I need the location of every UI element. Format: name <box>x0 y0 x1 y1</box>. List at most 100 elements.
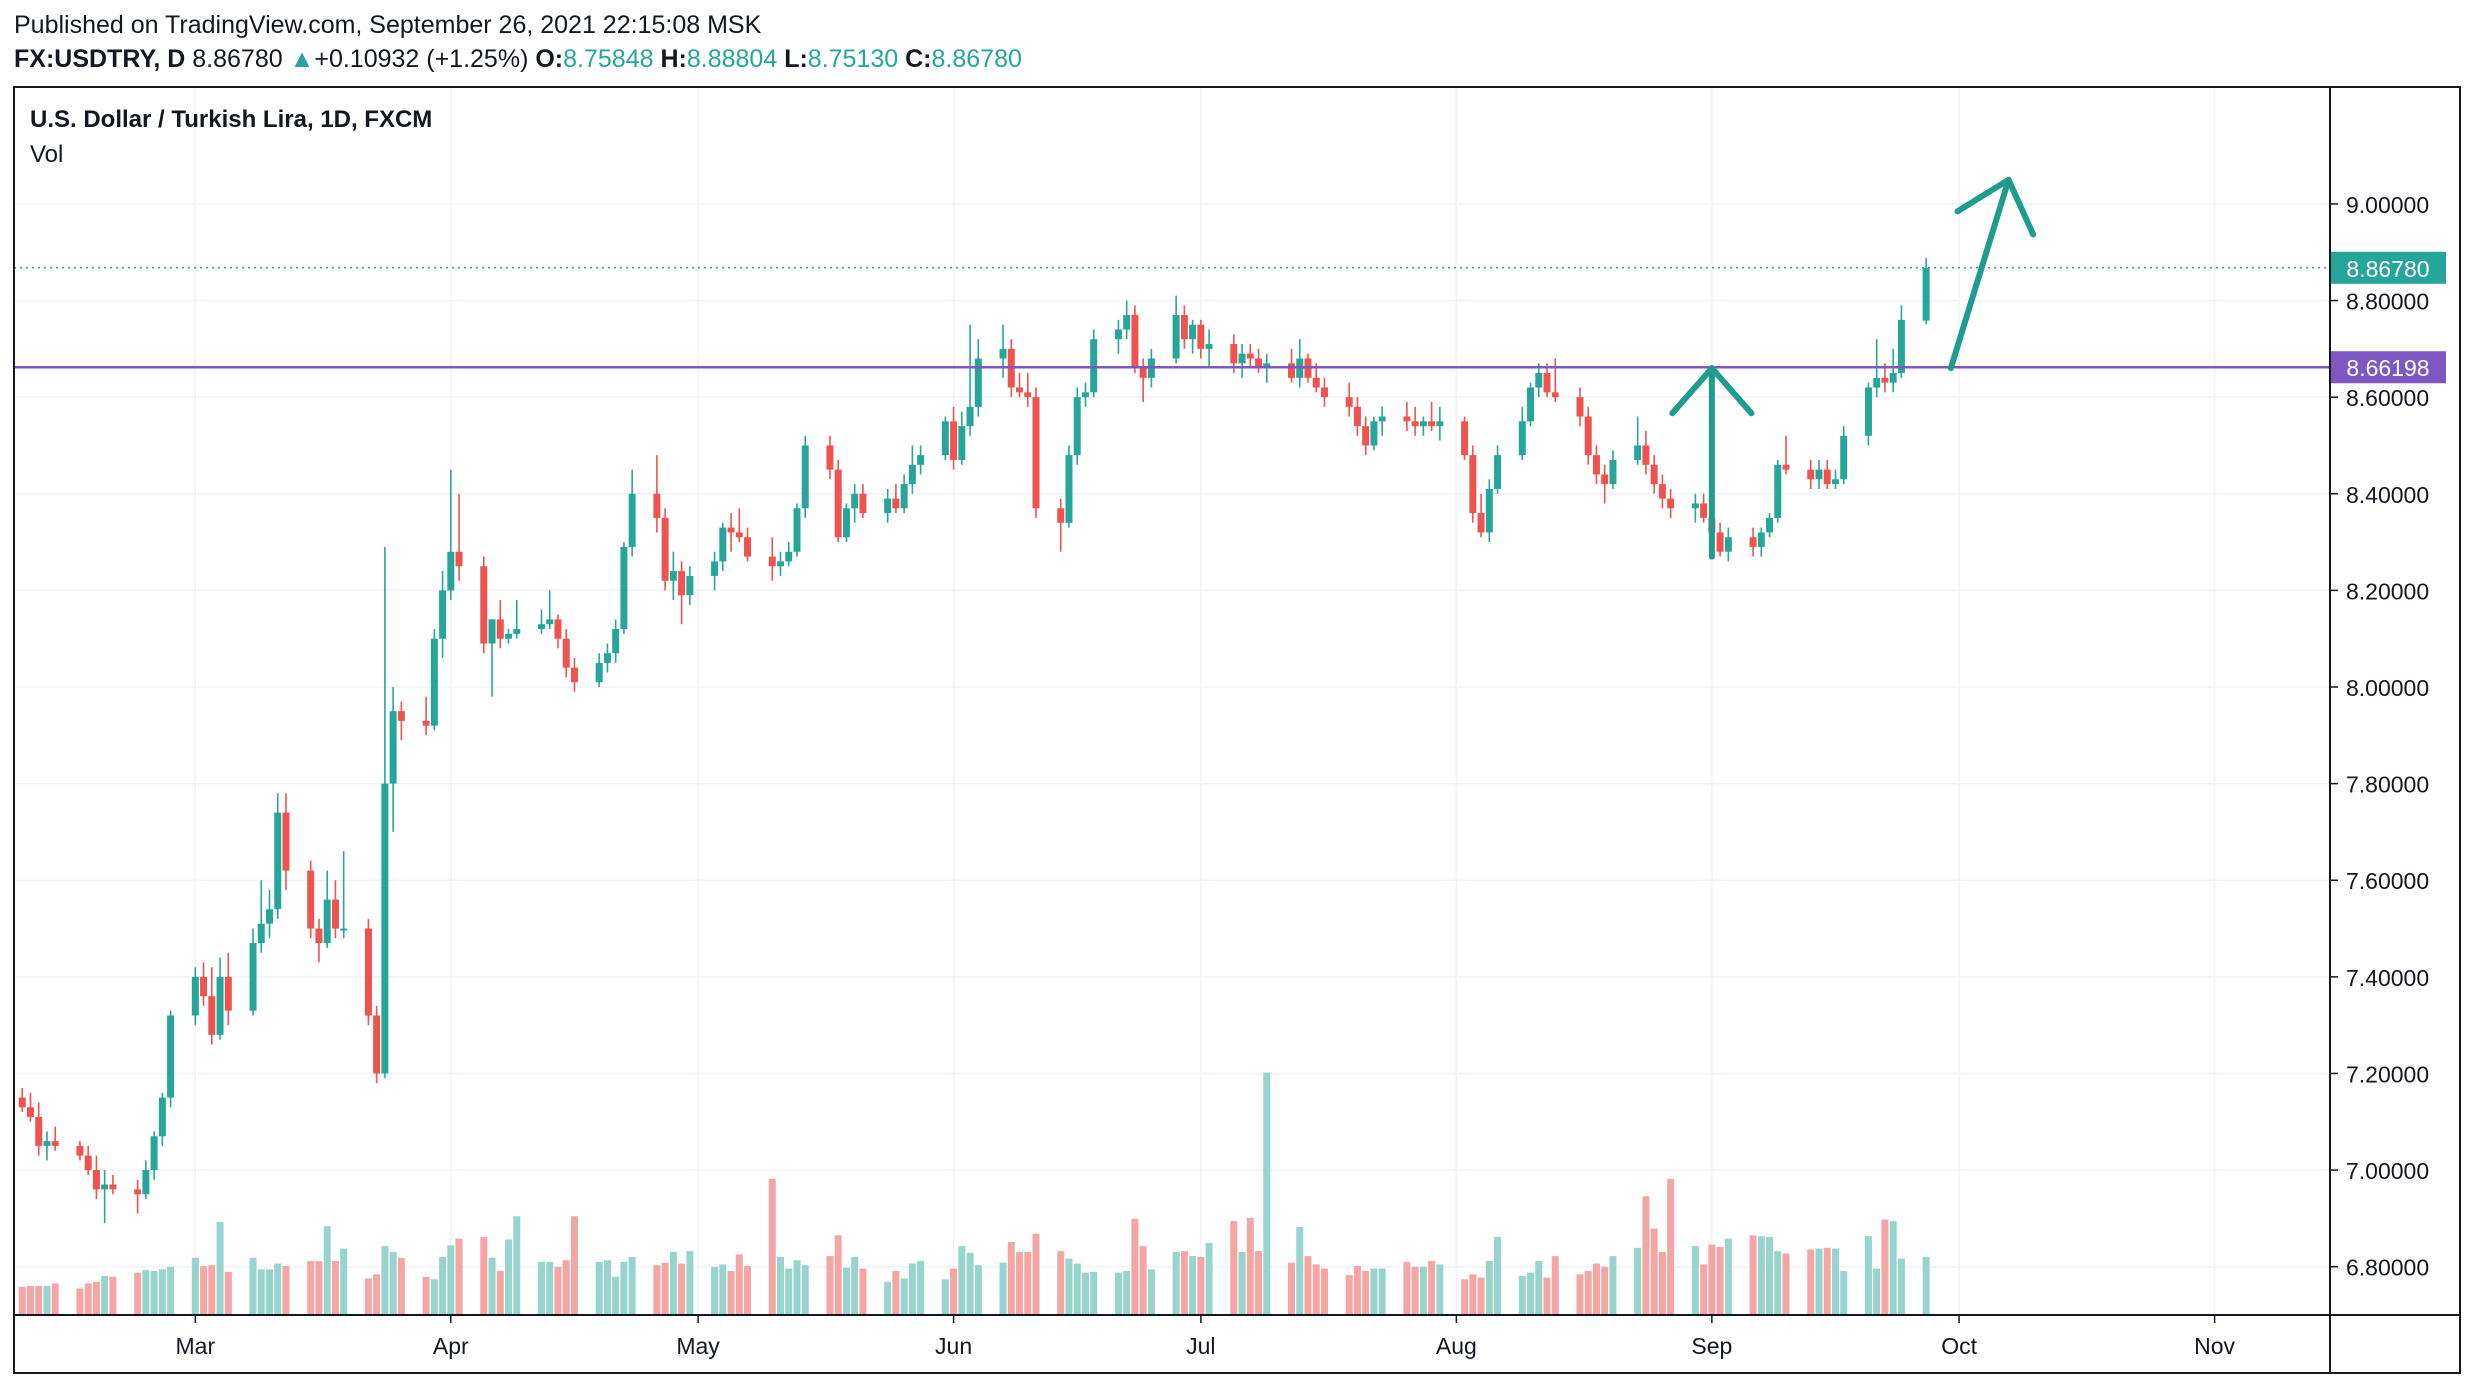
candle-body <box>859 493 867 514</box>
volume-bar <box>1312 1264 1320 1315</box>
volume-bar <box>1749 1235 1757 1315</box>
candle-body <box>1592 455 1600 475</box>
candle-body <box>884 498 892 514</box>
y-tick-label: 8.60000 <box>2346 385 2429 411</box>
volume-bar <box>331 1261 339 1315</box>
volume-bar <box>1766 1236 1774 1315</box>
candle-body <box>1749 537 1757 547</box>
candle-body <box>1518 421 1526 456</box>
volume-bar <box>711 1266 719 1315</box>
volume-bar <box>1494 1236 1502 1315</box>
candle-body <box>620 546 628 630</box>
volume-bar <box>1131 1218 1139 1315</box>
candle-body <box>537 624 545 630</box>
volume-bar <box>1073 1263 1081 1315</box>
candle-body <box>1494 455 1502 489</box>
candle-body <box>76 1145 84 1156</box>
volume-bar <box>686 1251 694 1315</box>
candle-body <box>505 633 513 639</box>
candle-body <box>1114 329 1122 340</box>
y-tick-label: 7.80000 <box>2346 772 2429 798</box>
low-value: 8.75130 <box>807 45 899 73</box>
candle-body <box>257 923 265 944</box>
candle-body <box>727 527 735 533</box>
volume-bar <box>1189 1256 1197 1315</box>
volume-bar <box>719 1264 727 1315</box>
x-tick-label: Oct <box>1941 1333 1977 1359</box>
volume-bar <box>892 1271 900 1315</box>
y-tick-label: 9.00000 <box>2346 192 2429 218</box>
high-value: 8.88804 <box>686 45 778 73</box>
candle-body <box>1881 377 1889 383</box>
candle-body <box>570 667 578 683</box>
candle-body <box>1469 455 1477 514</box>
candle-body <box>1889 373 1897 383</box>
volume-bar <box>1584 1271 1592 1315</box>
volume-bar <box>908 1263 916 1315</box>
volume-bar <box>381 1246 389 1315</box>
volume-bar <box>1238 1251 1246 1315</box>
volume-bar <box>669 1251 677 1315</box>
volume-bar <box>447 1245 455 1315</box>
header: Published on TradingView.com, September … <box>14 8 1022 76</box>
candle-body <box>455 551 463 567</box>
volume-bar <box>958 1246 966 1315</box>
candle-body <box>1485 488 1493 533</box>
volume-bar <box>92 1281 100 1315</box>
x-tick-label: May <box>676 1333 720 1359</box>
volume-bar <box>397 1257 405 1315</box>
candle-body <box>1312 377 1320 388</box>
candle-body <box>1766 517 1774 533</box>
volume-bar <box>364 1278 372 1315</box>
volume-bar <box>603 1260 611 1315</box>
candle-body <box>661 517 669 581</box>
volume-bar <box>595 1261 603 1315</box>
volume-bar <box>884 1281 892 1315</box>
candle-body <box>1897 319 1905 374</box>
candle-body <box>1609 459 1617 485</box>
volume-bar <box>1485 1261 1493 1315</box>
candle-body <box>1601 474 1609 485</box>
candle-body <box>546 619 554 625</box>
candle-body <box>1543 373 1551 393</box>
candle-body <box>1172 315 1180 359</box>
annotation-arrow-head <box>1954 176 2037 238</box>
volume-bar <box>793 1260 801 1315</box>
y-tick-label: 6.80000 <box>2346 1255 2429 1281</box>
volume-bar <box>966 1252 974 1315</box>
candle-body <box>18 1097 26 1108</box>
volume-bar <box>1576 1274 1584 1315</box>
volume-bar <box>785 1268 793 1315</box>
volume-bar <box>191 1257 199 1315</box>
candle-body <box>1230 344 1238 364</box>
candle-body <box>397 711 405 721</box>
volume-bar <box>1807 1249 1815 1315</box>
candle-body <box>826 445 834 470</box>
volume-bar <box>18 1286 26 1315</box>
candle-body <box>941 421 949 456</box>
support-level-tag <box>2330 351 2446 384</box>
volume-bar <box>1172 1251 1180 1315</box>
volume-bar <box>628 1256 636 1315</box>
volume-bar <box>323 1226 331 1315</box>
volume-bar <box>488 1257 496 1315</box>
candle-body <box>595 662 603 683</box>
published-line: Published on TradingView.com, September … <box>14 11 762 39</box>
volume-bar <box>678 1263 686 1315</box>
candle-body <box>364 928 372 1016</box>
candle-body <box>43 1141 51 1146</box>
candle-body <box>1123 315 1131 330</box>
volume-bar <box>1090 1271 1098 1315</box>
annotation-arrow-head <box>1669 365 1755 417</box>
volume-bar <box>554 1266 562 1315</box>
candle-body <box>1180 315 1188 340</box>
annotations <box>1669 176 2037 560</box>
axes: 9.00000 8.80000 8.60000 8.40000 8.20000 8.000… <box>14 87 2460 1372</box>
volume-bar <box>373 1274 381 1315</box>
volume-bar <box>1197 1256 1205 1315</box>
candle-body <box>777 561 785 567</box>
volume-bar <box>801 1265 809 1315</box>
volume-bar <box>1658 1251 1666 1315</box>
volume-bar <box>389 1251 397 1315</box>
